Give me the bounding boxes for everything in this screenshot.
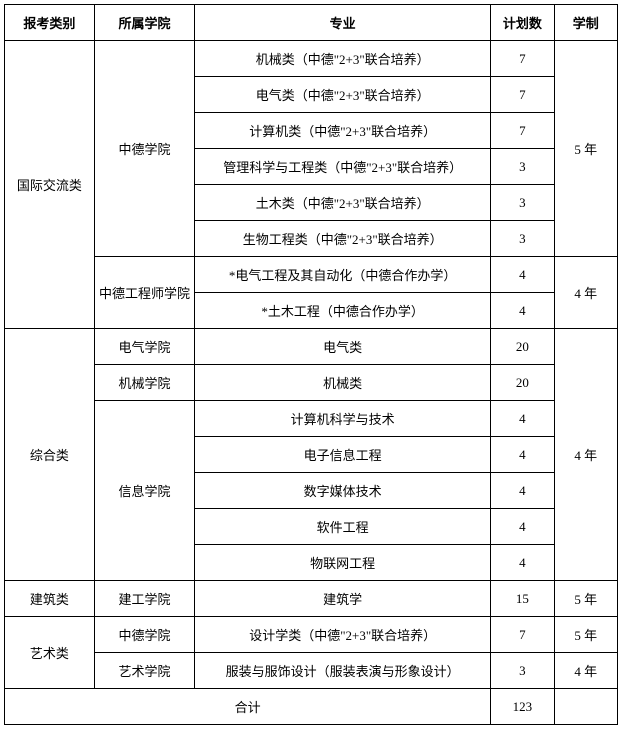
header-duration: 学制 bbox=[554, 5, 617, 41]
plan-cell: 4 bbox=[491, 509, 554, 545]
plan-cell: 4 bbox=[491, 401, 554, 437]
plan-cell: 3 bbox=[491, 185, 554, 221]
plan-cell: 4 bbox=[491, 473, 554, 509]
college-cell: 艺术学院 bbox=[94, 653, 194, 689]
major-cell: 建筑学 bbox=[195, 581, 491, 617]
total-value: 123 bbox=[491, 689, 554, 725]
college-cell: 电气学院 bbox=[94, 329, 194, 365]
major-cell: 生物工程类（中德"2+3"联合培养） bbox=[195, 221, 491, 257]
total-empty bbox=[554, 689, 617, 725]
table-row: 艺术类 中德学院 设计学类（中德"2+3"联合培养） 7 5 年 bbox=[5, 617, 618, 653]
plan-cell: 4 bbox=[491, 545, 554, 581]
plan-cell: 4 bbox=[491, 437, 554, 473]
major-cell: 电子信息工程 bbox=[195, 437, 491, 473]
total-label: 合计 bbox=[5, 689, 491, 725]
major-cell: 机械类（中德"2+3"联合培养） bbox=[195, 41, 491, 77]
major-cell: *电气工程及其自动化（中德合作办学） bbox=[195, 257, 491, 293]
college-cell: 中德学院 bbox=[94, 41, 194, 257]
table-row: 国际交流类 中德学院 机械类（中德"2+3"联合培养） 7 5 年 bbox=[5, 41, 618, 77]
duration-cell: 4 年 bbox=[554, 653, 617, 689]
plan-cell: 7 bbox=[491, 617, 554, 653]
plan-cell: 15 bbox=[491, 581, 554, 617]
total-row: 合计 123 bbox=[5, 689, 618, 725]
major-cell: 机械类 bbox=[195, 365, 491, 401]
college-cell: 中德学院 bbox=[94, 617, 194, 653]
category-cell: 艺术类 bbox=[5, 617, 95, 689]
plan-cell: 4 bbox=[491, 293, 554, 329]
header-major: 专业 bbox=[195, 5, 491, 41]
admissions-table: 报考类别 所属学院 专业 计划数 学制 国际交流类 中德学院 机械类（中德"2+… bbox=[4, 4, 618, 725]
major-cell: 管理科学与工程类（中德"2+3"联合培养） bbox=[195, 149, 491, 185]
table-row: 机械学院 机械类 20 bbox=[5, 365, 618, 401]
category-cell: 综合类 bbox=[5, 329, 95, 581]
college-cell: 中德工程师学院 bbox=[94, 257, 194, 329]
major-cell: 电气类（中德"2+3"联合培养） bbox=[195, 77, 491, 113]
college-cell: 建工学院 bbox=[94, 581, 194, 617]
duration-cell: 5 年 bbox=[554, 41, 617, 257]
plan-cell: 3 bbox=[491, 149, 554, 185]
table-row: 综合类 电气学院 电气类 20 4 年 bbox=[5, 329, 618, 365]
table-row: 信息学院 计算机科学与技术 4 bbox=[5, 401, 618, 437]
plan-cell: 20 bbox=[491, 365, 554, 401]
major-cell: *土木工程（中德合作办学） bbox=[195, 293, 491, 329]
college-cell: 信息学院 bbox=[94, 401, 194, 581]
duration-cell: 4 年 bbox=[554, 329, 617, 581]
major-cell: 计算机类（中德"2+3"联合培养） bbox=[195, 113, 491, 149]
table-row: 中德工程师学院 *电气工程及其自动化（中德合作办学） 4 4 年 bbox=[5, 257, 618, 293]
plan-cell: 7 bbox=[491, 77, 554, 113]
header-row: 报考类别 所属学院 专业 计划数 学制 bbox=[5, 5, 618, 41]
duration-cell: 5 年 bbox=[554, 617, 617, 653]
major-cell: 物联网工程 bbox=[195, 545, 491, 581]
header-category: 报考类别 bbox=[5, 5, 95, 41]
plan-cell: 4 bbox=[491, 257, 554, 293]
major-cell: 软件工程 bbox=[195, 509, 491, 545]
category-cell: 国际交流类 bbox=[5, 41, 95, 329]
college-cell: 机械学院 bbox=[94, 365, 194, 401]
plan-cell: 7 bbox=[491, 113, 554, 149]
category-cell: 建筑类 bbox=[5, 581, 95, 617]
plan-cell: 7 bbox=[491, 41, 554, 77]
header-college: 所属学院 bbox=[94, 5, 194, 41]
plan-cell: 20 bbox=[491, 329, 554, 365]
duration-cell: 4 年 bbox=[554, 257, 617, 329]
major-cell: 设计学类（中德"2+3"联合培养） bbox=[195, 617, 491, 653]
major-cell: 电气类 bbox=[195, 329, 491, 365]
plan-cell: 3 bbox=[491, 653, 554, 689]
table-row: 建筑类 建工学院 建筑学 15 5 年 bbox=[5, 581, 618, 617]
plan-cell: 3 bbox=[491, 221, 554, 257]
duration-cell: 5 年 bbox=[554, 581, 617, 617]
header-plan: 计划数 bbox=[491, 5, 554, 41]
major-cell: 数字媒体技术 bbox=[195, 473, 491, 509]
table-row: 艺术学院 服装与服饰设计（服装表演与形象设计） 3 4 年 bbox=[5, 653, 618, 689]
major-cell: 服装与服饰设计（服装表演与形象设计） bbox=[195, 653, 491, 689]
major-cell: 计算机科学与技术 bbox=[195, 401, 491, 437]
major-cell: 土木类（中德"2+3"联合培养） bbox=[195, 185, 491, 221]
